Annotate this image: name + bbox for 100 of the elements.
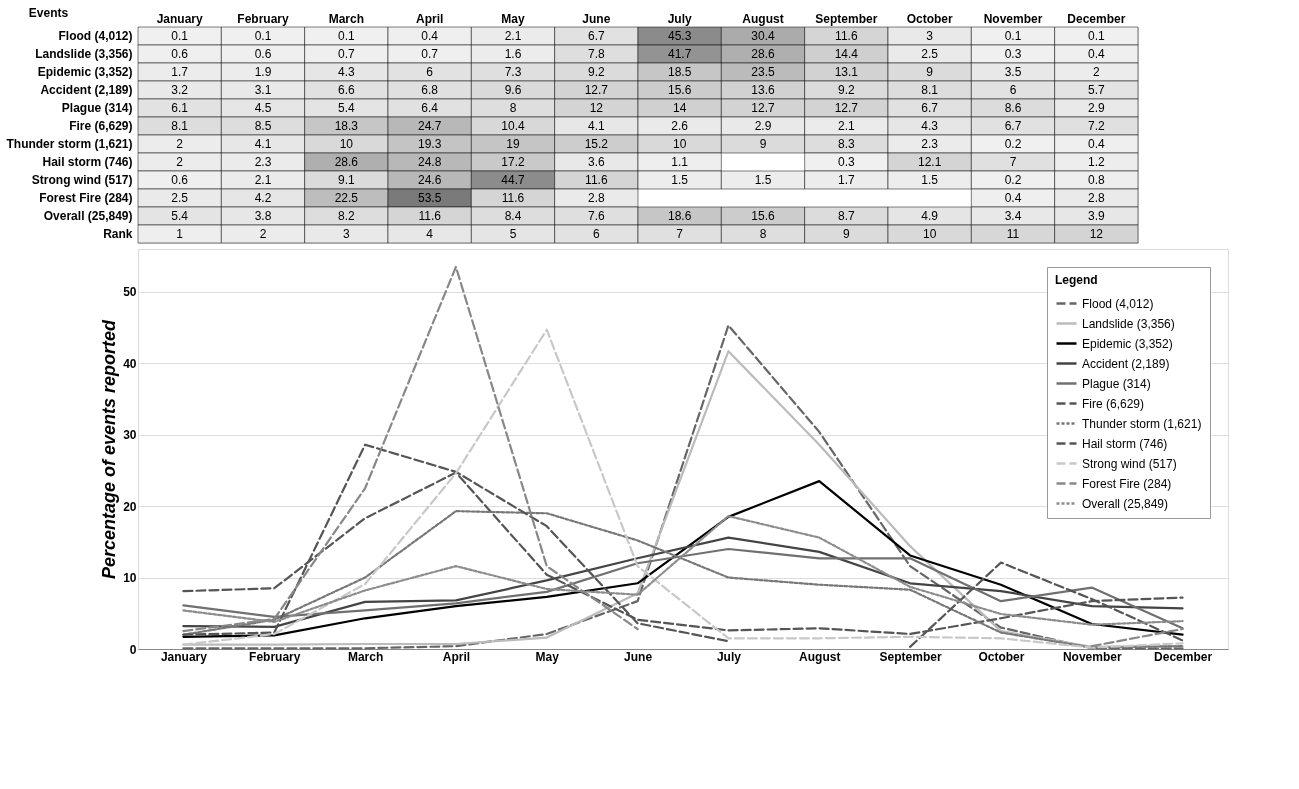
data-label: 2.5 xyxy=(921,47,939,61)
legend-label: Landslide (3,356) xyxy=(1082,316,1175,331)
data-label: 28.6 xyxy=(751,47,775,61)
data-label: 18.6 xyxy=(667,209,692,223)
data-label: 0.3 xyxy=(837,155,855,169)
data-label: 0.1 xyxy=(171,29,189,43)
data-label: 19.3 xyxy=(417,137,442,151)
data-label: 9.6 xyxy=(504,83,522,97)
y-tick-label: 50 xyxy=(123,285,137,300)
data-label: 7.3 xyxy=(504,65,522,79)
y-tick-label: 10 xyxy=(123,571,137,586)
data-label: 4.9 xyxy=(921,209,939,223)
data-label: 53.5 xyxy=(417,191,442,205)
legend-label: Flood (4,012) xyxy=(1082,296,1154,311)
data-label: 15.6 xyxy=(751,209,775,223)
data-label: 10 xyxy=(339,137,354,151)
data-label: 4.1 xyxy=(587,119,605,133)
data-label: 0.4 xyxy=(421,29,439,43)
y-tick-label: 20 xyxy=(123,499,137,514)
data-label: 6.1 xyxy=(171,101,189,115)
data-label: 2 xyxy=(176,155,184,169)
data-label: 14.4 xyxy=(834,47,859,61)
data-label: 24.8 xyxy=(417,155,442,169)
data-label: 8.7 xyxy=(837,209,855,223)
data-label: 9.1 xyxy=(337,173,355,187)
data-label: 2.3 xyxy=(921,137,939,151)
data-label: 5.4 xyxy=(337,101,355,115)
data-label: 1.2 xyxy=(1087,155,1105,169)
data-label: 6.6 xyxy=(337,83,355,97)
data-label: 30.4 xyxy=(751,29,775,43)
data-label: 3.2 xyxy=(171,83,189,97)
data-label: 19 xyxy=(506,137,520,151)
data-label: 0.1 xyxy=(337,29,355,43)
data-label: 0.6 xyxy=(171,47,189,61)
x-tick-label: December xyxy=(1154,649,1213,664)
data-label: 1 xyxy=(176,227,184,241)
data-label: 4.5 xyxy=(254,101,272,115)
data-label: 15.2 xyxy=(584,137,609,151)
data-label: 3.9 xyxy=(1087,209,1105,223)
data-label: 9 xyxy=(842,227,850,241)
y-tick-label: Rank xyxy=(103,227,133,241)
data-label: 0.7 xyxy=(421,47,439,61)
data-label: 10 xyxy=(672,137,687,151)
data-label: 7 xyxy=(676,227,684,241)
data-label: 6 xyxy=(426,65,434,79)
data-label: 2.1 xyxy=(837,119,855,133)
x-tick-label: June xyxy=(582,11,611,26)
y-tick-label: Flood (4,012) xyxy=(58,29,133,43)
data-label: 0.8 xyxy=(1087,173,1105,187)
x-tick-label: November xyxy=(1062,649,1122,664)
data-label: 4.2 xyxy=(254,191,272,205)
y-tick-label: Landslide (3,356) xyxy=(35,47,133,61)
data-label: 2 xyxy=(259,227,267,241)
y-tick-label: 30 xyxy=(123,428,137,443)
legend-label: Thunder storm (1,621) xyxy=(1082,416,1202,431)
data-label: 6.7 xyxy=(587,29,605,43)
data-label: 41.7 xyxy=(667,47,692,61)
data-label: 1.7 xyxy=(837,173,855,187)
data-label: 7.8 xyxy=(587,47,605,61)
data-label: 7.2 xyxy=(1087,119,1105,133)
data-label: 11.6 xyxy=(501,191,525,205)
data-label: 8.2 xyxy=(337,209,355,223)
legend-label: Hail storm (746) xyxy=(1082,436,1168,451)
data-label: 14 xyxy=(672,101,687,115)
y-tick-label: Overall (25,849) xyxy=(43,209,133,223)
data-label: 2.5 xyxy=(171,191,189,205)
x-tick-label: March xyxy=(347,649,384,664)
x-tick-label: January xyxy=(160,649,208,664)
data-label: 8 xyxy=(509,101,517,115)
data-label: 18.3 xyxy=(334,119,359,133)
data-label: 11.6 xyxy=(835,29,858,43)
data-label: 3.6 xyxy=(587,155,605,169)
data-label: 3.4 xyxy=(1004,209,1022,223)
data-label: 2 xyxy=(176,137,184,151)
y-axis-title: Events xyxy=(28,5,69,20)
data-label: 13.6 xyxy=(751,83,775,97)
data-label: 8.6 xyxy=(1004,101,1022,115)
data-label: 23.5 xyxy=(751,65,775,79)
data-label: 1.9 xyxy=(254,65,272,79)
data-label: 0.7 xyxy=(337,47,355,61)
data-label: 5.7 xyxy=(1087,83,1105,97)
x-tick-label: June xyxy=(624,649,653,664)
data-label: 13.1 xyxy=(834,65,859,79)
data-label: 2.8 xyxy=(1087,191,1105,205)
data-label: 0.1 xyxy=(1004,29,1022,43)
x-tick-label: July xyxy=(667,11,692,26)
y-tick-label: Accident (2,189) xyxy=(40,83,133,97)
data-label: 18.5 xyxy=(667,65,692,79)
x-tick-label: October xyxy=(906,11,953,26)
x-tick-label: August xyxy=(742,11,784,26)
data-label: 2.3 xyxy=(254,155,272,169)
data-label: 6 xyxy=(592,227,600,241)
data-label: 2 xyxy=(1092,65,1100,79)
x-tick-label: November xyxy=(983,11,1043,26)
data-label: 4.3 xyxy=(337,65,355,79)
legend-title: Legend xyxy=(1055,273,1098,287)
legend-label: Fire (6,629) xyxy=(1082,396,1145,411)
data-label: 12.7 xyxy=(834,101,859,115)
data-label: 9 xyxy=(926,65,934,79)
data-label: 11.6 xyxy=(585,173,608,187)
